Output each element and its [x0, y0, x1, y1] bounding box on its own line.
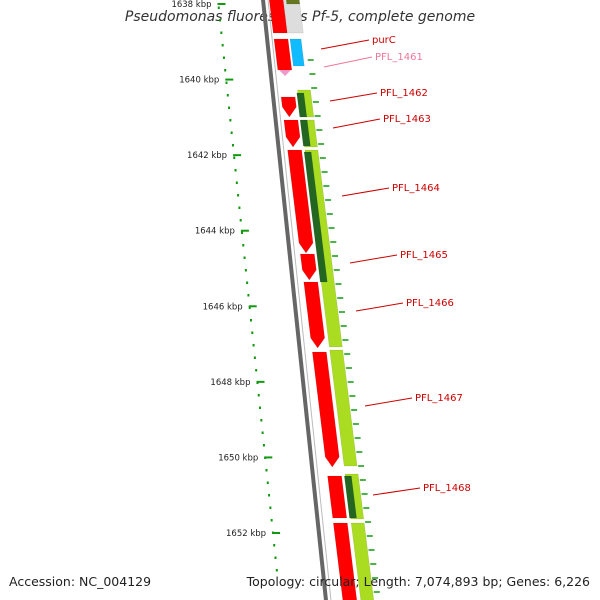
- cds-arrow: [283, 119, 301, 148]
- scale-dot: [231, 144, 234, 147]
- scale-dot: [251, 331, 254, 334]
- backbone-line: [261, 0, 328, 600]
- feature-label: PFL_1465: [400, 250, 448, 261]
- cds-arrow: [327, 475, 348, 519]
- scale-dot: [242, 244, 245, 247]
- scale-dot: [247, 294, 250, 297]
- scale-dot: [246, 281, 249, 284]
- gene-block-dark: [303, 151, 328, 283]
- scale-dot: [235, 181, 238, 184]
- scale-dot: [269, 506, 272, 509]
- scale-dot: [230, 131, 233, 134]
- label-leader-line: [332, 118, 381, 129]
- scale-dot: [240, 231, 243, 234]
- scale-dot: [226, 94, 229, 97]
- cds-arrow: [300, 253, 317, 281]
- scale-dot: [220, 31, 223, 34]
- scale-dot: [243, 256, 246, 259]
- gene-block-dark: [299, 119, 311, 147]
- scale-dot: [274, 556, 277, 559]
- gene-block: [285, 0, 301, 5]
- scale-dot: [222, 56, 225, 59]
- scale-dot: [275, 569, 278, 572]
- cds-arrow: [303, 281, 325, 349]
- scale-dot: [266, 481, 269, 484]
- scale-dot: [273, 544, 276, 547]
- rna-arrow: [279, 70, 291, 76]
- gene-block: [329, 349, 358, 467]
- scale-dot: [224, 69, 227, 72]
- cds-arrow: [287, 149, 314, 254]
- gene-block-dark: [296, 92, 308, 118]
- label-leader-line: [341, 187, 390, 197]
- scale-tick-label: 1640 kbp: [179, 76, 219, 86]
- feature-label: PFL_1466: [406, 298, 454, 309]
- scale-tick-label: 1652 kbp: [226, 529, 266, 539]
- scale-dot: [234, 169, 237, 172]
- scale-dot: [225, 81, 228, 84]
- scale-tick-label: 1642 kbp: [187, 151, 227, 161]
- feature-label: PFL_1468: [423, 483, 471, 494]
- label-leader-line: [329, 92, 378, 102]
- scale-dot: [237, 194, 240, 197]
- scale-dot: [219, 19, 222, 22]
- feature-label: PFL_1461: [375, 52, 423, 63]
- scale-dot: [221, 44, 224, 47]
- rna-block: [289, 38, 305, 67]
- cds-arrow: [312, 351, 340, 468]
- feature-label: PFL_1462: [380, 88, 428, 99]
- scale-dot: [244, 269, 247, 272]
- label-leader-line: [349, 254, 398, 264]
- scale-dot: [248, 306, 251, 309]
- scale-dot: [268, 494, 271, 497]
- scale-tick-label: 1638 kbp: [171, 0, 211, 10]
- cds-arrow: [273, 38, 293, 71]
- feature-label: PFL_1467: [415, 393, 463, 404]
- scale-tick-label: 1646 kbp: [203, 302, 243, 312]
- scale-dot: [233, 156, 236, 159]
- scale-tick-label: 1644 kbp: [195, 227, 235, 237]
- feature-label: purC: [372, 35, 396, 46]
- label-leader-line: [364, 397, 413, 407]
- scale-dot: [255, 369, 258, 372]
- scale-dot: [239, 219, 242, 222]
- scale-dot: [270, 519, 273, 522]
- scale-dot: [257, 394, 260, 397]
- scale-tick-label: 1650 kbp: [218, 453, 258, 463]
- label-leader-line: [355, 302, 404, 312]
- scale-dot: [265, 469, 268, 472]
- genome-summary-text: Topology: circular; Length: 7,074,893 bp…: [246, 574, 590, 589]
- scale-dot: [250, 319, 253, 322]
- scale-dot: [228, 106, 231, 109]
- scale-dot: [253, 356, 256, 359]
- scale-dot: [260, 419, 263, 422]
- scale-dot: [238, 206, 241, 209]
- scale-dot: [229, 119, 232, 122]
- gene-block: [350, 522, 375, 600]
- cds-arrow: [333, 522, 358, 600]
- label-leader-line: [323, 56, 373, 68]
- backbone-highlight: [267, 0, 332, 600]
- feature-label: PFL_1463: [383, 114, 431, 125]
- scale-tick-label: 1648 kbp: [210, 378, 250, 388]
- scale-dot: [252, 344, 255, 347]
- accession-text: Accession: NC_004129: [9, 574, 152, 589]
- cds-arrow: [280, 96, 297, 118]
- label-leader-line: [372, 487, 421, 496]
- gene-block-dark: [344, 475, 357, 519]
- scale-dot: [262, 444, 265, 447]
- scale-dot: [259, 406, 262, 409]
- gene-track-gap: [282, 0, 304, 34]
- feature-label: PFL_1464: [392, 183, 440, 194]
- label-leader-line: [320, 39, 370, 50]
- scale-dot: [217, 6, 220, 9]
- scale-dot: [261, 431, 264, 434]
